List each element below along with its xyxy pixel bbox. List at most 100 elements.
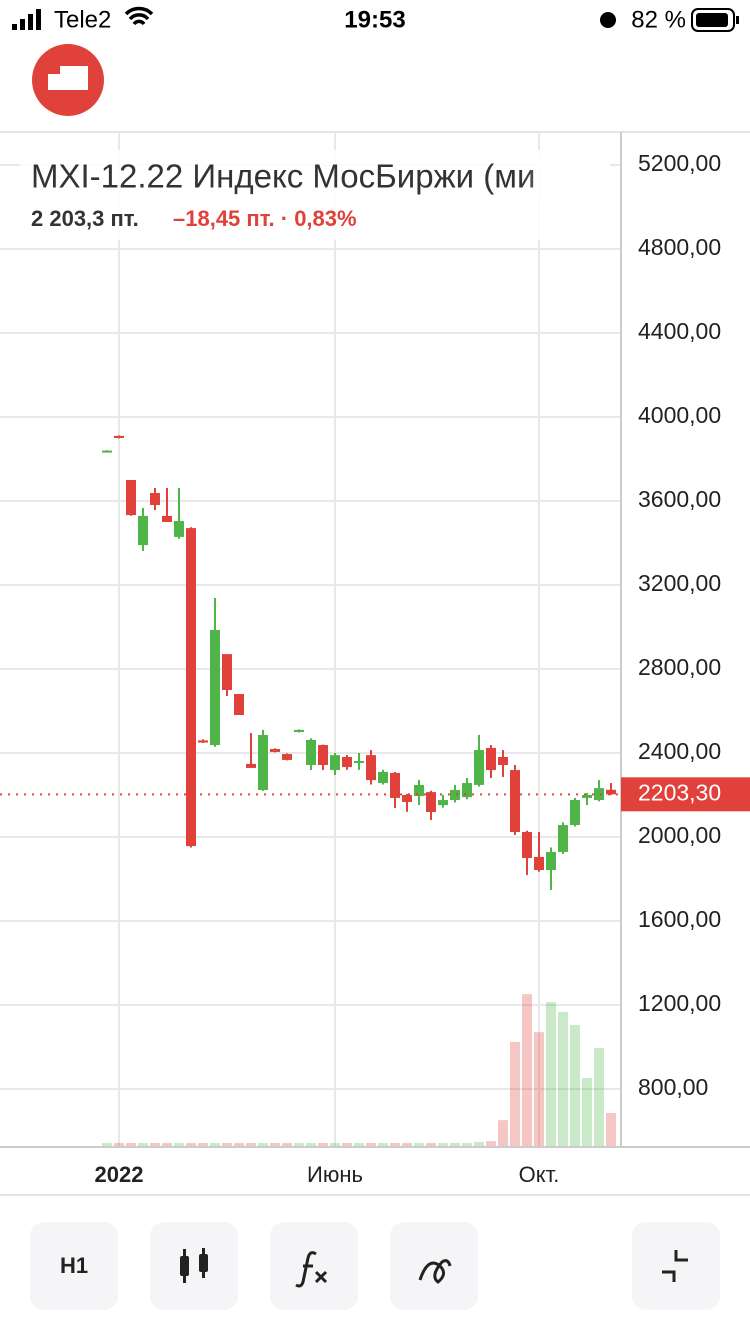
- candle-body: [222, 654, 232, 691]
- price-change: –18,45 пт. · 0,83%: [173, 206, 357, 231]
- y-tick-label: 1200,00: [638, 990, 721, 1016]
- candle-body: [174, 520, 184, 537]
- x-tick-label: Окт.: [519, 1162, 560, 1187]
- price: 2 203,3 пт.: [31, 206, 139, 231]
- logo: [32, 44, 104, 116]
- candle-body: [558, 825, 568, 852]
- candle-body: [510, 770, 520, 832]
- volume-bar: [114, 1143, 124, 1147]
- volume-bar: [294, 1143, 304, 1147]
- y-tick-label: 5200,00: [638, 150, 721, 176]
- candle-body: [186, 528, 196, 847]
- x-tick-label: 2022: [95, 1162, 144, 1187]
- drawing-button[interactable]: [390, 1222, 478, 1310]
- volume-bar: [474, 1141, 484, 1147]
- y-tick-label: 3200,00: [638, 570, 721, 596]
- volume-bar: [342, 1143, 352, 1147]
- volume-bar: [582, 1078, 592, 1147]
- candle-body: [486, 747, 496, 771]
- candle-body: [438, 800, 448, 806]
- candle-body: [402, 795, 412, 802]
- candle-body: [114, 435, 124, 438]
- volume-bar: [402, 1143, 412, 1147]
- candle-body: [366, 755, 376, 781]
- volume-bar: [606, 1112, 616, 1147]
- volume-bar: [126, 1143, 136, 1147]
- volume-bar: [366, 1143, 376, 1147]
- candle-body: [342, 757, 352, 768]
- battery-level: 82 %: [631, 6, 686, 33]
- volume-bar: [306, 1143, 316, 1147]
- candle-body: [282, 754, 292, 760]
- y-tick-label: 4400,00: [638, 318, 721, 344]
- candle-body: [414, 784, 424, 797]
- volume-bar: [486, 1141, 496, 1147]
- indicators-button[interactable]: [270, 1222, 358, 1310]
- candle-body: [102, 450, 112, 453]
- carrier: Tele2: [54, 6, 111, 33]
- y-tick-label: 2000,00: [638, 822, 721, 848]
- candle-body: [330, 755, 340, 771]
- y-tick-label: 4000,00: [638, 402, 721, 428]
- candle-body: [246, 763, 256, 768]
- volume-bar: [594, 1048, 604, 1147]
- candle-body: [390, 772, 400, 798]
- candle-body: [162, 515, 172, 522]
- candle-body: [138, 515, 148, 546]
- candle-body: [234, 693, 244, 716]
- candle-body: [294, 729, 304, 733]
- candle-body: [582, 795, 592, 798]
- volume-bar: [534, 1032, 544, 1147]
- candle-body: [198, 740, 208, 743]
- y-tick-label: 4800,00: [638, 234, 721, 260]
- volume-bar: [198, 1143, 208, 1147]
- volume-bar: [414, 1143, 424, 1147]
- volume-bar: [282, 1143, 292, 1147]
- volume-bar: [222, 1143, 232, 1147]
- candle-body: [474, 750, 484, 785]
- candle-body: [522, 831, 532, 859]
- candle-body: [594, 788, 604, 801]
- volume-bar: [558, 1011, 568, 1147]
- volume-bar: [138, 1143, 148, 1147]
- chart-type-button[interactable]: [150, 1222, 238, 1310]
- candle-body: [210, 629, 220, 746]
- last-price-badge: [621, 777, 750, 812]
- candle-body: [270, 749, 280, 752]
- collapse-button[interactable]: [632, 1222, 720, 1310]
- header-bg: [20, 150, 610, 240]
- candle-body: [426, 792, 436, 813]
- y-tick-label: 1600,00: [638, 906, 721, 932]
- y-tick-label: 800,00: [638, 1074, 708, 1100]
- volume-bar: [162, 1143, 172, 1147]
- volume-bar: [390, 1143, 400, 1147]
- volume-bar: [258, 1143, 268, 1147]
- candle-body: [378, 771, 388, 784]
- volume-bar: [462, 1143, 472, 1147]
- last-price-label: 2203,30: [638, 779, 721, 805]
- volume-bar: [522, 994, 532, 1147]
- candle-body: [606, 789, 616, 795]
- candle-body: [546, 851, 556, 870]
- title-fade: [520, 155, 610, 200]
- volume-bar: [570, 1024, 580, 1147]
- volume-bar: [354, 1143, 364, 1147]
- volume-bar: [546, 1002, 556, 1147]
- candle-body: [462, 783, 472, 798]
- volume-bar: [174, 1143, 184, 1147]
- volume-bar: [330, 1143, 340, 1147]
- interval-button[interactable]: [30, 1222, 118, 1310]
- volume-bar: [426, 1143, 436, 1147]
- volume-bar: [186, 1143, 196, 1147]
- x-tick-label: Июнь: [307, 1162, 363, 1187]
- volume-bar: [150, 1143, 160, 1147]
- volume-bar: [102, 1143, 112, 1147]
- volume-bar: [378, 1143, 388, 1147]
- y-tick-label: 2800,00: [638, 654, 721, 680]
- volume-bar: [498, 1120, 508, 1147]
- candle-body: [318, 745, 328, 765]
- volume-bar: [318, 1143, 328, 1147]
- clock: 19:53: [344, 6, 405, 33]
- y-tick-label: 3600,00: [638, 486, 721, 512]
